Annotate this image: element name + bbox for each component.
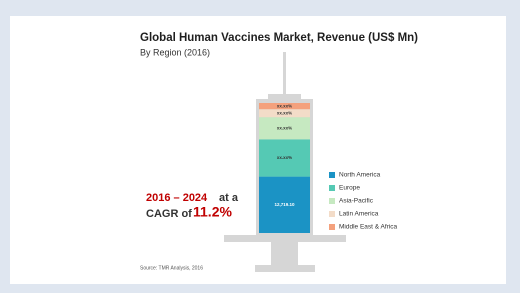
legend-swatch bbox=[329, 185, 335, 191]
plunger-end bbox=[255, 265, 315, 272]
page: Global Human Vaccines Market, Revenue (U… bbox=[0, 0, 520, 293]
value-label: xx.xx% bbox=[277, 103, 292, 108]
chart-title: Global Human Vaccines Market, Revenue (U… bbox=[140, 32, 418, 44]
value-label: xx.xx% bbox=[277, 110, 292, 115]
needle bbox=[283, 52, 286, 96]
legend-label: Latin America bbox=[339, 211, 379, 218]
legend-label: Asia-Pacific bbox=[339, 198, 374, 205]
legend-label: Middle East & Africa bbox=[339, 224, 398, 231]
legend-swatch bbox=[329, 224, 335, 230]
value-label: xx.xx% bbox=[277, 125, 292, 130]
value-label: xx.xx% bbox=[277, 155, 292, 160]
cagr-prefix: CAGR of bbox=[146, 208, 192, 220]
plunger-rod bbox=[271, 242, 298, 266]
legend-swatch bbox=[329, 198, 335, 204]
legend-swatch bbox=[329, 211, 335, 217]
chart-subtitle: By Region (2016) bbox=[140, 47, 210, 57]
cagr-period: 2016 – 2024 bbox=[146, 192, 208, 204]
legend-label: North America bbox=[339, 172, 381, 179]
legend-label: Europe bbox=[339, 185, 360, 192]
flange bbox=[224, 235, 346, 242]
cagr-value: 11.2% bbox=[193, 204, 232, 220]
needle-cap bbox=[268, 94, 301, 99]
cagr-connector: at a bbox=[219, 192, 239, 204]
chart: Global Human Vaccines Market, Revenue (U… bbox=[0, 0, 520, 293]
legend-swatch bbox=[329, 172, 335, 178]
source: Source: TMR Analysis, 2016 bbox=[140, 265, 203, 271]
value-label: 12,719.10 bbox=[274, 202, 295, 207]
